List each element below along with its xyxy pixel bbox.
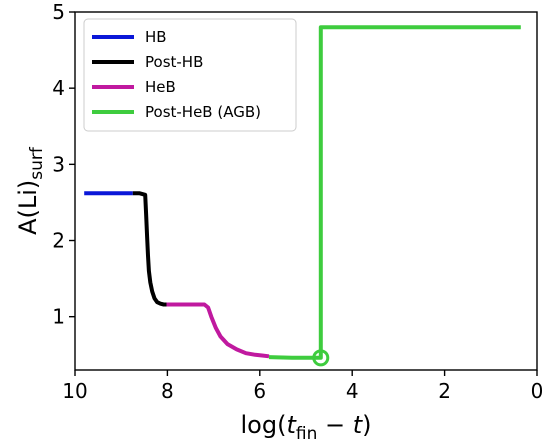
x-tick-label: 6 — [253, 379, 266, 403]
x-axis-label-var2: t — [353, 411, 364, 439]
transition-marker — [312, 349, 330, 367]
y-tick-label: 3 — [52, 152, 65, 176]
y-tick-label: 2 — [52, 229, 65, 253]
x-axis-ticks: 10 8 6 4 2 0 — [62, 370, 543, 403]
x-axis-label-prefix: log( — [240, 411, 286, 439]
y-axis-label: A(Li)surf — [14, 146, 47, 235]
series-line-1 — [132, 191, 167, 307]
y-axis-label-sub: surf — [27, 146, 47, 180]
x-axis-label-sub: fin — [296, 424, 317, 444]
legend-box — [83, 18, 297, 132]
legend-label-3: Post-HeB (AGB) — [145, 103, 261, 121]
x-tick-label: 0 — [531, 379, 544, 403]
y-axis-label-main: A(Li) — [14, 180, 42, 235]
series-line-2 — [166, 302, 270, 359]
legend-label-2: HeB — [145, 78, 176, 96]
legend: HB Post-HB HeB Post-HeB (AGB) — [83, 18, 297, 132]
series-line-3 — [268, 25, 521, 360]
x-tick-label: 4 — [346, 379, 359, 403]
legend-label-1: Post-HB — [145, 53, 203, 71]
y-tick-label: 5 — [52, 0, 65, 24]
x-axis-label-close: ) — [362, 411, 371, 439]
y-tick-label: 1 — [52, 305, 65, 329]
x-axis-label: log(tfin − t) — [240, 411, 371, 444]
legend-label-0: HB — [145, 28, 167, 46]
x-tick-label: 2 — [438, 379, 451, 403]
x-axis-label-minus: − — [317, 411, 352, 439]
y-axis-ticks: 1 2 3 4 5 — [52, 0, 75, 329]
x-tick-label: 8 — [161, 379, 174, 403]
y-tick-label: 4 — [52, 76, 65, 100]
x-axis-label-var: t — [286, 411, 297, 439]
plot-lines — [84, 25, 521, 367]
x-tick-label: 10 — [62, 379, 87, 403]
plot-frame — [74, 11, 538, 371]
